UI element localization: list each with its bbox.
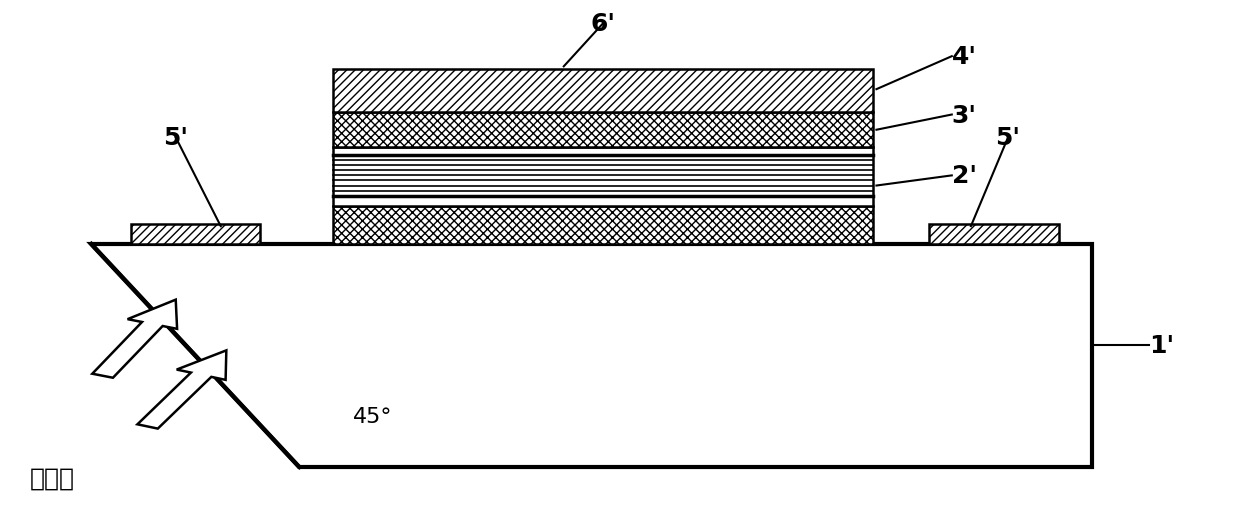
Bar [334,70,873,113]
Bar [929,224,1059,244]
Bar [334,207,873,244]
Bar [334,148,873,207]
Text: 45°: 45° [353,407,392,427]
Text: 4': 4' [952,45,977,69]
Text: 5': 5' [164,126,188,150]
Polygon shape [92,300,177,378]
Text: 入射光: 入射光 [30,465,74,489]
Polygon shape [92,244,1092,467]
Polygon shape [138,351,227,429]
Bar [334,113,873,148]
Text: 1': 1' [1148,333,1174,358]
Text: 3': 3' [952,103,977,127]
Text: 5': 5' [996,126,1021,150]
Text: 6': 6' [590,12,615,36]
Text: 2': 2' [952,164,977,188]
Bar [130,224,260,244]
